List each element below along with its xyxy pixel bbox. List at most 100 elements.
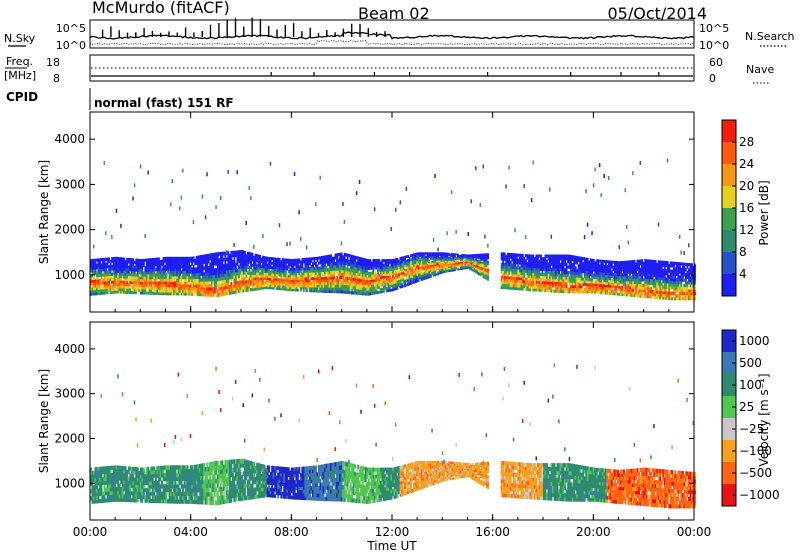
power-cell: [123, 258, 125, 261]
power-scatter: [93, 245, 95, 249]
power-scatter: [591, 231, 593, 235]
power-scatter: [356, 191, 358, 195]
power-scatter: [446, 231, 448, 235]
power-scatter: [104, 161, 106, 165]
power-cell: [397, 287, 399, 290]
power-scatter: [320, 176, 322, 180]
power-cell: [243, 274, 245, 278]
power-scatter: [508, 166, 510, 170]
power-scatter: [205, 215, 207, 219]
power-scatter: [514, 228, 516, 232]
power-scatter: [433, 238, 435, 242]
power-scatter: [144, 234, 146, 238]
power-scatter: [111, 235, 113, 239]
nave-tick-high: 60: [709, 56, 723, 69]
power-scatter: [306, 245, 308, 249]
power-scatter: [471, 199, 473, 203]
power-cell: [244, 251, 246, 254]
power-scatter: [625, 188, 627, 192]
power-scatter: [632, 171, 634, 175]
power-scatter: [233, 243, 235, 247]
power-scatter: [246, 221, 248, 225]
power-cell: [238, 275, 240, 279]
power-scatter: [172, 179, 174, 183]
power-scatter: [179, 206, 181, 210]
power-scatter: [315, 202, 317, 206]
power-scatter: [237, 170, 239, 174]
power-scatter: [480, 203, 482, 207]
power-scatter: [359, 180, 361, 184]
power-scatter: [105, 231, 107, 235]
power-cell: [434, 271, 436, 273]
power-scatter: [525, 235, 527, 239]
power-scatter: [658, 223, 660, 227]
power-scatter: [608, 176, 610, 180]
power-cell: [487, 261, 489, 263]
nsky-series-line: [90, 32, 694, 39]
power-cell: [593, 259, 595, 262]
power-scatter: [215, 205, 217, 209]
power-scatter: [626, 225, 628, 229]
power-scatter: [286, 242, 288, 246]
power-scatter: [300, 237, 302, 241]
power-scatter: [551, 235, 553, 239]
power-scatter: [549, 188, 551, 192]
power-scatter: [487, 244, 489, 248]
power-cell: [540, 255, 542, 258]
power-cell: [144, 287, 146, 290]
nave-tick-low: 0: [709, 72, 716, 85]
power-scatter: [206, 172, 208, 176]
power-scatter: [599, 163, 601, 167]
power-cell: [227, 279, 229, 283]
power-cell: [233, 257, 235, 261]
power-cell: [504, 253, 506, 256]
power-scatter: [170, 202, 172, 206]
freq-label: Freq.: [6, 55, 33, 68]
power-scatter: [262, 234, 264, 238]
power-scatter: [484, 235, 486, 239]
power-scatter: [640, 161, 642, 165]
power-cell: [259, 255, 261, 258]
power-cell: [246, 274, 248, 277]
power-scatter: [120, 224, 122, 228]
power-scatter: [279, 223, 281, 227]
power-scatter: [226, 250, 228, 254]
power-scatter: [298, 210, 300, 214]
power-scatter: [451, 190, 453, 194]
freq-unit-label: [MHz]: [4, 69, 36, 82]
power-scatter: [253, 245, 255, 249]
nsearch-tick-high: 10^5: [699, 22, 729, 35]
power-scatter: [132, 197, 134, 201]
nsky-tick-low: 10^0: [56, 39, 86, 52]
power-scatter: [619, 245, 621, 249]
power-scatter: [289, 242, 291, 246]
power-scatter: [628, 241, 630, 245]
power-cell: [487, 267, 489, 269]
power-scatter: [181, 196, 183, 200]
power-scatter: [147, 171, 149, 175]
power-scatter: [531, 198, 533, 202]
power-scatter: [532, 160, 534, 164]
power-scatter: [220, 196, 222, 200]
power-cell: [252, 253, 254, 256]
power-scatter: [342, 202, 344, 206]
power-scatter: [344, 220, 346, 224]
power-scatter: [455, 230, 457, 234]
power-scatter: [395, 208, 397, 212]
power-scatter: [227, 170, 229, 174]
power-scatter: [140, 164, 142, 168]
power-scatter: [603, 174, 605, 178]
nsearch-label: N.Search: [745, 30, 795, 43]
cpid-text: normal (fast) 151 RF: [94, 96, 234, 110]
power-scatter: [374, 207, 376, 211]
power-cell: [230, 279, 232, 283]
power-scatter: [182, 169, 184, 173]
power-scatter: [594, 167, 596, 171]
power-scatter: [341, 241, 343, 245]
power-scatter: [116, 209, 118, 213]
power-cell: [211, 284, 213, 288]
power-cell: [212, 293, 214, 297]
power-scatter: [134, 183, 136, 187]
